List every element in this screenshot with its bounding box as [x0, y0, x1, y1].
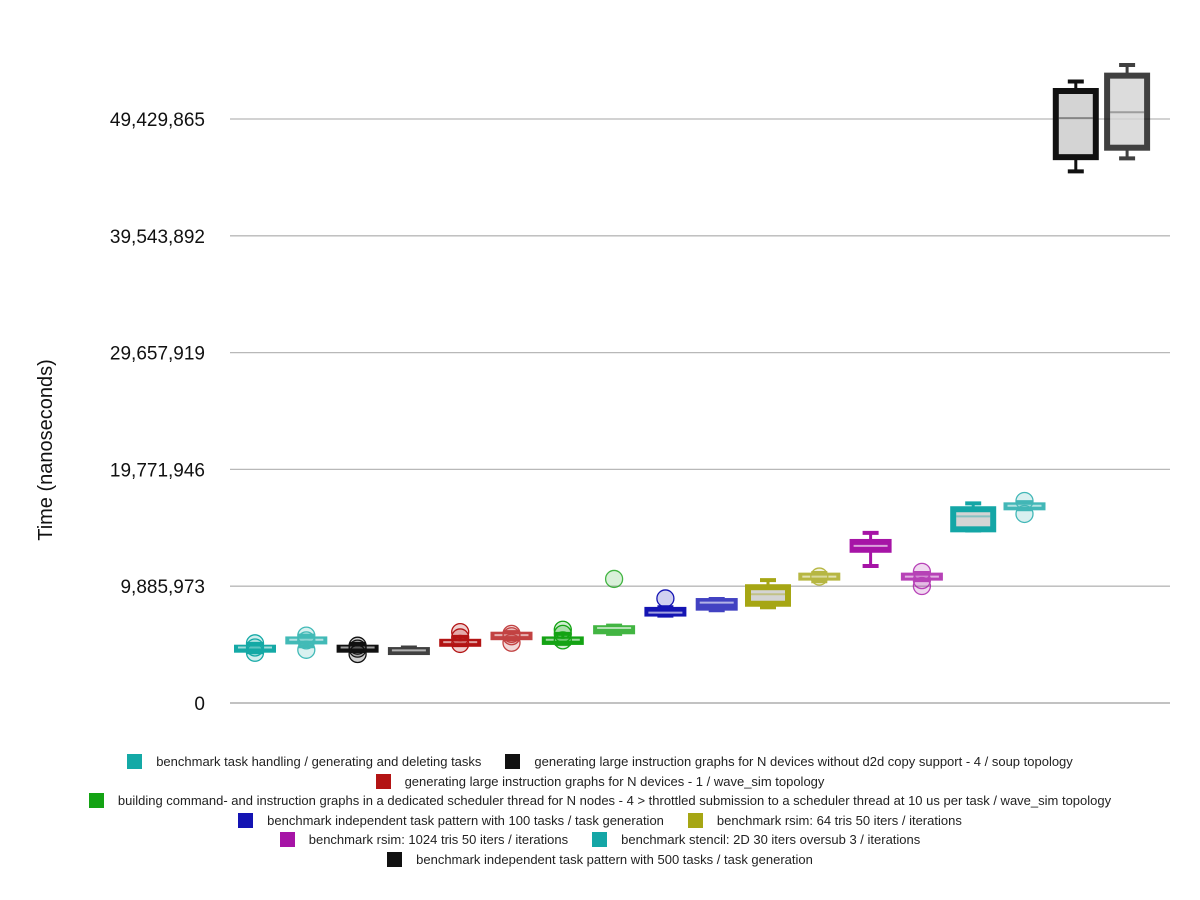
- outlier-point: [502, 627, 521, 646]
- outlier-point: [912, 576, 932, 596]
- box-body: [285, 636, 328, 645]
- box-group: [900, 562, 943, 596]
- box-body: [695, 598, 738, 611]
- legend-item: generating large instruction graphs for …: [375, 773, 825, 789]
- outlier-point: [810, 567, 829, 586]
- legend-row: benchmark rsim: 1024 tris 50 iters / ite…: [0, 830, 1200, 850]
- outlier-point: [553, 620, 572, 639]
- box-group: [593, 569, 636, 636]
- legend-label: benchmark rsim: 64 tris 50 iters / itera…: [716, 812, 962, 828]
- legend-label: benchmark task handling / generating and…: [156, 754, 482, 770]
- box-body: [1104, 72, 1151, 151]
- outlier-point: [912, 562, 932, 582]
- outlier-point: [348, 636, 367, 655]
- y-tick-label: 19,771,946: [110, 460, 205, 481]
- box-group: [1003, 491, 1046, 524]
- legend-swatch: [592, 832, 608, 848]
- box-body: [593, 625, 636, 635]
- box-body: [950, 506, 997, 533]
- box-group: [695, 597, 738, 613]
- outlier-point: [245, 634, 265, 653]
- legend-label: generating large instruction graphs for …: [534, 754, 1073, 770]
- box-body: [490, 631, 533, 641]
- legend-item: generating large instruction graphs for …: [505, 754, 1073, 770]
- legend-label: benchmark independent task pattern with …: [267, 812, 664, 828]
- legend-item: benchmark independent task pattern with …: [387, 851, 813, 867]
- legend-row: benchmark independent task pattern with …: [0, 850, 1200, 870]
- box-group: [336, 636, 379, 664]
- box-group: [1104, 63, 1151, 161]
- box-group: [950, 501, 997, 533]
- box-group: [798, 567, 841, 586]
- box-body: [900, 572, 943, 581]
- legend-item: benchmark task handling / generating and…: [127, 754, 482, 770]
- box-body: [745, 584, 791, 607]
- legend-label: benchmark stencil: 2D 30 iters oversub 3…: [621, 832, 921, 848]
- box-group: [387, 645, 430, 656]
- box-group: [849, 530, 892, 568]
- box-group: [490, 624, 533, 652]
- box-body: [387, 647, 430, 656]
- y-tick-label: 0: [194, 694, 205, 715]
- legend-swatch: [88, 793, 104, 809]
- legend-label: generating large instruction graphs for …: [404, 773, 825, 789]
- box-plot-chart: 0 9,885,973 19,771,946 29,657,919 39,543,892…: [35, 63, 1170, 715]
- box-marks: [234, 63, 1151, 664]
- legend-row: generating large instruction graphs for …: [0, 772, 1200, 792]
- outlier-point: [297, 640, 316, 659]
- outlier-point: [245, 643, 265, 662]
- y-tick-label: 39,543,892: [110, 227, 205, 248]
- legend-swatch: [505, 754, 521, 770]
- outlier-point: [451, 628, 470, 647]
- y-tick-labels: 0 9,885,973 19,771,946 29,657,919 39,543,892…: [110, 110, 205, 715]
- box-group: [234, 634, 276, 662]
- box-body: [798, 572, 841, 581]
- legend-item: building command- and instruction graphs…: [88, 793, 1112, 809]
- legend-row: benchmark independent task pattern with …: [0, 811, 1200, 831]
- legend-swatch: [238, 812, 254, 828]
- box-group: [439, 622, 482, 654]
- legend-swatch: [375, 773, 391, 789]
- box-group: [285, 626, 328, 659]
- outlier-point: [1015, 504, 1034, 524]
- box-body: [1052, 87, 1099, 161]
- legend-label: benchmark independent task pattern with …: [416, 851, 813, 867]
- box-group: [541, 620, 584, 650]
- legend-item: benchmark rsim: 1024 tris 50 iters / ite…: [279, 832, 569, 848]
- legend-swatch: [387, 851, 403, 867]
- legend-label: building command- and instruction graphs…: [117, 793, 1112, 809]
- chart-legend: benchmark task handling / generating and…: [0, 752, 1200, 869]
- box-group: [745, 578, 791, 610]
- legend-item: benchmark independent task pattern with …: [238, 812, 664, 828]
- outlier-point: [451, 622, 470, 642]
- outlier-point: [604, 569, 624, 589]
- legend-label: benchmark rsim: 1024 tris 50 iters / ite…: [308, 832, 569, 848]
- outlier-point: [297, 631, 316, 650]
- y-tick-label: 29,657,919: [110, 344, 205, 365]
- legend-row: benchmark task handling / generating and…: [0, 752, 1200, 772]
- legend-item: benchmark stencil: 2D 30 iters oversub 3…: [592, 832, 921, 848]
- legend-swatch: [279, 832, 295, 848]
- outlier-point: [553, 624, 572, 644]
- box-group: [644, 589, 687, 618]
- grid-lines: [230, 118, 1170, 704]
- outlier-point: [297, 626, 316, 645]
- legend-swatch: [127, 754, 143, 770]
- outlier-point: [656, 589, 675, 608]
- outlier-point: [553, 631, 572, 650]
- legend-item: benchmark rsim: 64 tris 50 iters / itera…: [687, 812, 962, 828]
- outlier-point: [1015, 491, 1034, 511]
- y-tick-label: 49,429,865: [110, 110, 205, 131]
- legend-swatch: [687, 812, 703, 828]
- box-group: [1052, 79, 1099, 174]
- legend-row: building command- and instruction graphs…: [0, 791, 1200, 811]
- outlier-point: [245, 638, 265, 657]
- y-tick-label: 9,885,973: [120, 577, 205, 598]
- y-axis-label: Time (nanoseconds): [35, 359, 57, 541]
